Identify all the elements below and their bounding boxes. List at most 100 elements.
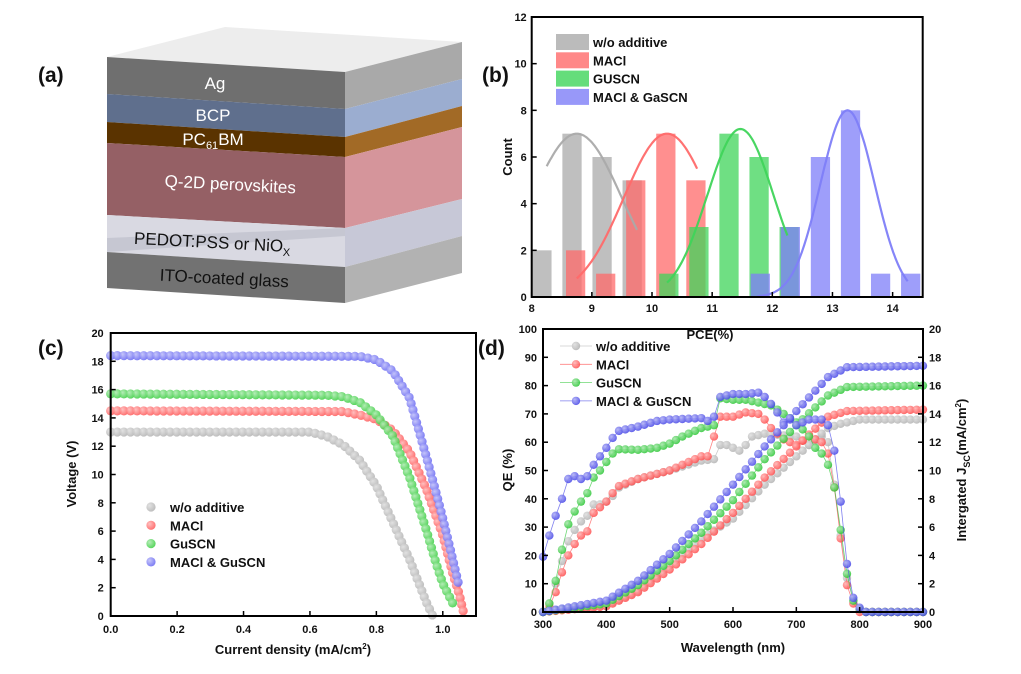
layer-front-2 — [107, 122, 345, 157]
jsc-data-point-highlight — [735, 501, 744, 511]
jsc-data-point-highlight — [684, 539, 693, 549]
qe-data-point-highlight — [678, 460, 687, 470]
jsc-data-point-highlight — [652, 560, 662, 569]
y-left-tick-label: 30 — [525, 522, 537, 534]
data-point-highlight — [323, 406, 334, 417]
x-tick-label: 0.4 — [236, 624, 252, 636]
qe-data-point-highlight — [754, 409, 763, 419]
data-point-highlight — [211, 406, 221, 416]
legend-marker-highlight — [571, 360, 581, 369]
jsc-data-point-highlight — [741, 465, 750, 474]
data-point-highlight — [244, 390, 254, 400]
data-point-highlight — [284, 406, 294, 416]
jsc-data-point-highlight — [785, 448, 795, 457]
data-point-highlight — [277, 390, 287, 400]
x-tick-label: 800 — [850, 619, 868, 631]
qe-data-point-highlight — [747, 389, 757, 398]
jsc-data-point-highlight — [671, 560, 681, 569]
jsc-data-point-highlight — [830, 369, 839, 379]
data-point-highlight — [185, 389, 195, 399]
data-point-highlight — [310, 351, 320, 361]
data-point-highlight — [231, 351, 241, 361]
jsc-data-point-highlight — [817, 379, 826, 389]
qe-data-point-highlight — [804, 415, 814, 424]
qe-data-point-highlight — [627, 477, 636, 486]
qe-data-point-highlight — [583, 471, 592, 481]
pedot-diagonal-shade — [107, 228, 345, 252]
data-point-highlight — [317, 351, 327, 361]
data-point-highlight — [290, 351, 301, 361]
jsc-data-point-highlight — [640, 583, 649, 592]
jsc-data-point-highlight — [880, 382, 890, 391]
jsc-data-point-highlight — [646, 578, 655, 588]
jsc-data-point-highlight — [703, 533, 712, 543]
histogram-bar — [592, 157, 612, 297]
qe-data-point-highlight — [849, 593, 858, 603]
jsc-data-point-highlight — [868, 382, 877, 391]
qe-data-point-highlight — [652, 469, 662, 479]
histogram-bar — [870, 273, 891, 297]
data-point-highlight — [191, 389, 202, 400]
jsc-data-point-highlight — [804, 393, 814, 402]
gaussian-fit-curve — [545, 132, 638, 231]
qe-data-point-highlight — [722, 440, 731, 450]
x-tick-label: 400 — [597, 619, 615, 631]
qe-data-point-highlight — [716, 412, 725, 421]
layer-side-5 — [345, 236, 462, 303]
jsc-data-point-highlight — [887, 406, 896, 415]
jsc-data-point-highlight — [874, 406, 883, 415]
jsc-data-point-highlight — [899, 361, 909, 371]
qe-data-point-highlight — [621, 445, 630, 454]
jsc-data-point-highlight — [887, 381, 896, 391]
jsc-data-point-highlight — [874, 362, 883, 371]
data-point-highlight — [244, 406, 254, 416]
qe-data-point-highlight — [709, 421, 719, 430]
panel-c-scatter: (c) Current density (mA/cm2) Voltage (V)… — [38, 328, 477, 657]
data-point-highlight — [277, 351, 287, 361]
jsc-data-point-highlight — [785, 413, 795, 423]
jsc-data-point-highlight — [760, 480, 769, 489]
legend-marker-highlight — [146, 539, 156, 549]
qe-data-point-highlight — [754, 388, 763, 397]
data-point-highlight — [218, 406, 228, 416]
qe-data-point-highlight — [589, 460, 598, 470]
qe-data-point-highlight — [671, 435, 681, 445]
jsc-data-point-highlight — [589, 598, 598, 608]
qe-data-point-highlight — [735, 389, 744, 399]
qe-data-point-highlight — [747, 432, 757, 441]
panel-c-xlabel: Current density (mA/cm2) — [215, 642, 371, 657]
jsc-data-point-highlight — [716, 521, 725, 530]
jsc-data-point-highlight — [773, 428, 782, 437]
jsc-data-point-highlight — [893, 381, 902, 391]
data-point-highlight — [264, 351, 274, 361]
qe-data-point-highlight — [690, 426, 700, 436]
jsc-data-point-highlight — [880, 406, 890, 415]
jsc-data-point-highlight — [766, 435, 776, 444]
qe-data-point-highlight — [703, 416, 712, 426]
data-point-highlight — [330, 406, 340, 417]
qe-data-point-highlight — [760, 429, 769, 438]
y-tick-label: 6 — [98, 526, 104, 538]
qe-data-point-highlight — [583, 527, 592, 536]
data-point-highlight — [185, 427, 195, 437]
data-point-highlight — [304, 351, 314, 361]
qe-data-point-highlight — [817, 449, 826, 458]
data-point-highlight — [205, 406, 215, 416]
histogram-bar — [840, 110, 861, 297]
qe-data-point-highlight — [640, 420, 649, 429]
qe-data-point-highlight — [564, 474, 573, 484]
jsc-data-point-highlight — [659, 555, 668, 564]
legend-label: w/o additive — [169, 500, 244, 515]
jsc-data-point-highlight — [779, 454, 788, 464]
jsc-data-point-highlight — [773, 469, 782, 478]
layer-label-pcbm: PC61BM — [182, 130, 243, 152]
x-tick-label: 10 — [646, 303, 658, 315]
jsc-data-point-highlight — [899, 405, 909, 415]
qe-data-point-highlight — [817, 415, 826, 424]
qe-data-point-highlight — [583, 511, 592, 520]
qe-data-point-highlight — [811, 435, 820, 444]
jsc-data-point-highlight — [722, 514, 731, 524]
qe-data-point-highlight — [602, 457, 611, 467]
data-point-highlight — [172, 427, 182, 437]
jsc-data-point-highlight — [811, 424, 820, 433]
